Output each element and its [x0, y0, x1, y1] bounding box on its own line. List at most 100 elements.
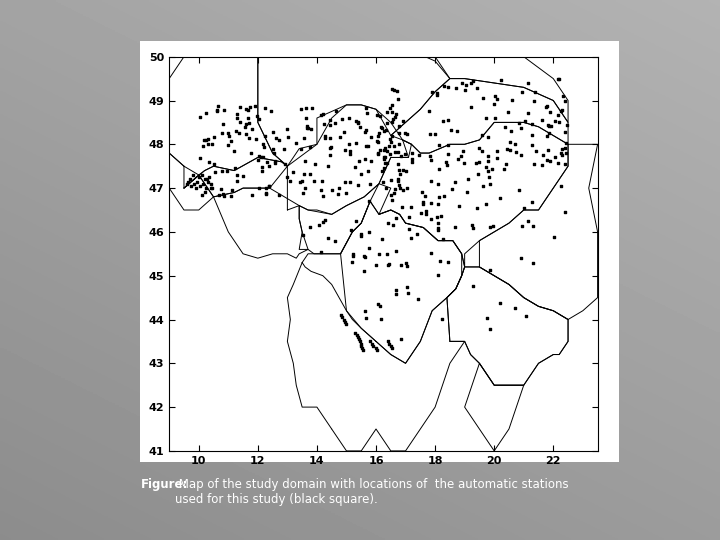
Point [269, 157, 281, 165]
Point [223, 132, 235, 140]
Point [419, 192, 431, 200]
Point [253, 114, 265, 123]
Point [544, 122, 555, 130]
Point [432, 180, 444, 189]
Point [343, 140, 355, 149]
Point [336, 115, 348, 124]
Point [225, 137, 237, 145]
Point [549, 117, 561, 126]
Point [372, 138, 384, 146]
Point [386, 195, 397, 204]
Point [208, 159, 220, 168]
Point [234, 118, 246, 127]
Point [432, 224, 444, 232]
Point [541, 155, 553, 164]
Point [365, 133, 377, 141]
Point [406, 149, 418, 158]
Point [397, 116, 409, 125]
Point [424, 152, 436, 160]
Point [504, 146, 516, 154]
Point [355, 339, 366, 348]
Point [420, 206, 431, 215]
Point [192, 177, 203, 186]
Point [379, 153, 390, 161]
Point [552, 110, 564, 119]
Point [482, 151, 494, 160]
Point [242, 106, 253, 114]
Point [364, 180, 376, 188]
Point [370, 261, 382, 269]
Point [257, 139, 269, 148]
Point [466, 220, 477, 229]
Point [384, 141, 395, 150]
Point [553, 159, 564, 167]
Point [215, 185, 227, 193]
Point [556, 182, 567, 191]
Point [390, 110, 402, 118]
Point [217, 119, 228, 128]
Point [418, 199, 429, 208]
Point [346, 226, 357, 234]
Point [482, 167, 493, 176]
Point [442, 150, 454, 159]
Point [382, 261, 394, 269]
Point [416, 188, 428, 197]
Point [355, 232, 366, 240]
Point [557, 145, 568, 154]
Point [386, 107, 397, 116]
Point [452, 155, 464, 164]
Point [403, 225, 415, 234]
Point [240, 119, 252, 128]
Point [384, 103, 396, 112]
Point [212, 106, 223, 114]
Point [473, 144, 485, 152]
Point [222, 167, 233, 176]
Point [451, 127, 463, 136]
Point [217, 190, 229, 198]
Point [379, 146, 390, 154]
Point [549, 233, 560, 242]
Point [362, 141, 374, 150]
Point [499, 165, 510, 173]
Point [357, 346, 369, 354]
Point [432, 219, 444, 227]
Point [381, 126, 392, 134]
Point [397, 186, 408, 195]
Point [526, 198, 537, 206]
Point [458, 158, 469, 167]
Point [356, 170, 367, 179]
Point [359, 128, 370, 137]
Point [541, 102, 553, 110]
Point [264, 181, 275, 190]
Point [477, 147, 488, 156]
Point [350, 328, 361, 337]
Point [245, 103, 256, 111]
Point [318, 192, 329, 201]
Point [387, 220, 398, 229]
Point [544, 129, 555, 137]
Point [372, 346, 383, 354]
Point [382, 250, 393, 259]
Point [332, 190, 343, 199]
Point [555, 106, 567, 115]
Point [302, 124, 313, 132]
Point [526, 131, 538, 140]
Point [426, 214, 437, 223]
Point [417, 198, 428, 207]
Point [522, 109, 534, 117]
Point [359, 155, 371, 164]
Point [324, 116, 336, 124]
Point [209, 167, 220, 176]
Point [253, 184, 265, 193]
Point [395, 335, 407, 344]
Point [366, 339, 377, 348]
Point [471, 158, 482, 167]
Point [559, 143, 571, 152]
Point [301, 122, 312, 130]
Point [557, 150, 568, 159]
Point [278, 145, 289, 154]
FancyBboxPatch shape [140, 40, 619, 462]
Point [351, 330, 363, 339]
Point [487, 222, 499, 231]
Point [229, 163, 240, 172]
